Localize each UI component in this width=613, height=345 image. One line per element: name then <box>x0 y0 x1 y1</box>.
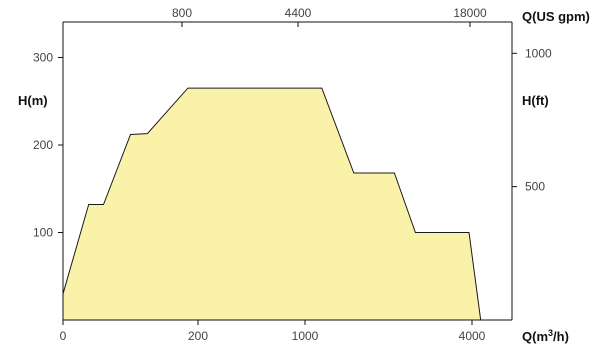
x-top-tick-label-800: 800 <box>172 6 192 20</box>
plot-area <box>62 87 482 321</box>
x-bottom-tick-label-1000: 1000 <box>292 329 319 343</box>
x-bottom-tick-label-0: 0 <box>60 329 67 343</box>
x-top-axis-title: Q(US gpm) <box>522 9 590 24</box>
y-left-tick-label-200: 200 <box>33 138 53 152</box>
y-left-axis-title: H(m) <box>18 93 48 108</box>
y-right-tick-label-500: 500 <box>525 180 545 194</box>
area-fill <box>62 87 482 321</box>
tick-group: 0 200 1000 4000 800 4400 18000 100 200 300 500 1000 <box>33 6 552 343</box>
y-left-tick-label-100: 100 <box>33 226 53 240</box>
y-right-axis-title: H(ft) <box>522 93 549 108</box>
x-bottom-tick-label-4000: 4000 <box>459 329 486 343</box>
x-bottom-tick-label-200: 200 <box>188 329 208 343</box>
y-left-tick-label-300: 300 <box>33 51 53 65</box>
x-bottom-axis-title: Q(m3/h) <box>522 328 569 344</box>
x-top-tick-label-4400: 4400 <box>285 6 312 20</box>
y-right-tick-label-1000: 1000 <box>525 46 552 60</box>
x-top-tick-label-18000: 18000 <box>453 6 487 20</box>
